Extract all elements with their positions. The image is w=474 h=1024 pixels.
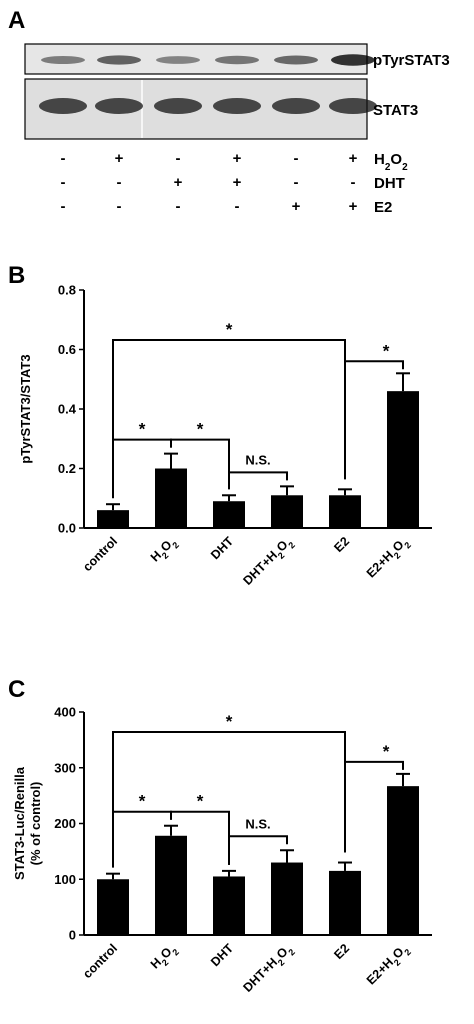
bar xyxy=(97,510,129,528)
band-label-stat3: STAT3 xyxy=(373,102,418,119)
treatment-sign: - xyxy=(235,198,240,215)
bar xyxy=(155,835,187,935)
bar xyxy=(271,495,303,528)
bar xyxy=(97,879,129,935)
bar xyxy=(213,501,245,528)
treatment-sign: - xyxy=(61,150,66,167)
bar xyxy=(387,391,419,528)
significance-star: * xyxy=(197,420,204,439)
category-label: E2+H2O2 xyxy=(364,534,413,583)
y-axis-label: pTyrSTAT3/STAT3 xyxy=(18,354,33,463)
ptyr-band xyxy=(274,55,318,65)
y-tick-label: 0.4 xyxy=(58,402,77,417)
treatment-sign: + xyxy=(174,174,183,191)
category-label: H2O2 xyxy=(148,941,181,974)
y-tick-label: 0.6 xyxy=(58,342,76,357)
category-label: E2 xyxy=(331,941,352,962)
significance-bracket xyxy=(170,438,230,490)
y-tick-label: 0.8 xyxy=(58,283,76,298)
y-tick-label: 200 xyxy=(54,816,76,831)
category-label: control xyxy=(80,941,120,981)
category-label: DHT+H2O2 xyxy=(241,534,297,590)
bar xyxy=(155,468,187,528)
significance-star: * xyxy=(139,792,146,811)
category-label: DHT xyxy=(208,941,236,969)
panel-label-b: B xyxy=(8,262,25,289)
significance-bracket xyxy=(228,471,288,490)
category-label: DHT xyxy=(208,534,236,562)
significance-star: * xyxy=(226,320,233,339)
significance-star: * xyxy=(197,792,204,811)
ptyr-band xyxy=(215,55,259,65)
significance-star: * xyxy=(226,712,233,731)
band-label-ptyrstat3: pTyrSTAT3 xyxy=(373,52,450,69)
significance-star: * xyxy=(139,420,146,439)
significance-ns-label: N.S. xyxy=(245,816,270,831)
y-axis-label-2: (% of control) xyxy=(28,782,43,866)
y-tick-label: 100 xyxy=(54,872,76,887)
treatment-sign: - xyxy=(294,174,299,191)
treatment-sign: + xyxy=(349,150,358,167)
stat3-band xyxy=(213,98,261,114)
y-tick-label: 0.2 xyxy=(58,461,76,476)
y-tick-label: 400 xyxy=(54,705,76,720)
bar xyxy=(213,876,245,935)
treatment-label: DHT xyxy=(374,175,405,192)
treatment-sign: + xyxy=(292,198,301,215)
treatment-sign: + xyxy=(349,198,358,215)
treatment-sign: - xyxy=(351,174,356,191)
y-tick-label: 0.0 xyxy=(58,521,76,536)
treatment-sign: + xyxy=(115,150,124,167)
panel-label-c: C xyxy=(8,676,25,703)
chart-ptyrstat3-ratio: 0.0 0.2 0.4 0.6 0.8 pTyrSTAT3/STAT3 control H2O… xyxy=(18,283,432,590)
treatment-sign: - xyxy=(176,198,181,215)
category-label: E2+H2O2 xyxy=(364,941,413,990)
stat3-band xyxy=(154,98,202,114)
stat3-band xyxy=(39,98,87,114)
significance-ns-label: N.S. xyxy=(245,452,270,467)
significance-bracket xyxy=(344,760,404,853)
ptyr-band xyxy=(41,55,85,65)
treatment-sign: - xyxy=(117,198,122,215)
ptyr-band xyxy=(97,55,141,65)
significance-star: * xyxy=(383,742,390,761)
treatment-sign: - xyxy=(294,150,299,167)
significance-bracket xyxy=(228,835,288,865)
stat3-band xyxy=(272,98,320,114)
panel-label-a: A xyxy=(8,7,25,34)
treatment-sign: + xyxy=(233,150,242,167)
treatment-sign: - xyxy=(176,150,181,167)
category-label: E2 xyxy=(331,534,352,555)
treatment-sign: - xyxy=(61,174,66,191)
treatment-label: E2 xyxy=(374,199,392,216)
y-tick-label: 0 xyxy=(69,928,76,943)
blot-stat3 xyxy=(24,78,377,140)
stat3-band xyxy=(329,98,377,114)
ptyr-band xyxy=(156,56,200,64)
y-tick-label: 300 xyxy=(54,760,76,775)
bar xyxy=(329,495,361,528)
category-label: H2O2 xyxy=(148,534,181,567)
bar xyxy=(387,786,419,935)
category-label: DHT+H2O2 xyxy=(241,941,297,997)
category-label: control xyxy=(80,534,120,574)
chart-stat3-luciferase: 0 100 200 300 400 STAT3-Luc/Renilla (% of cont… xyxy=(12,705,432,997)
significance-star: * xyxy=(383,341,390,360)
bar xyxy=(329,870,361,935)
treatment-table: - + - + - + H2O2 - - + + - - DHT - - - - + + E2 xyxy=(61,150,409,216)
y-axis-label: STAT3-Luc/Renilla xyxy=(12,766,27,880)
treatment-label: H2O2 xyxy=(374,151,408,173)
treatment-sign: - xyxy=(117,174,122,191)
ptyr-band xyxy=(331,54,375,66)
treatment-sign: + xyxy=(233,174,242,191)
stat3-band xyxy=(95,98,143,114)
significance-bracket xyxy=(344,360,404,480)
bar xyxy=(271,862,303,935)
blot-ptyrstat3 xyxy=(24,43,375,75)
treatment-sign: - xyxy=(61,198,66,215)
